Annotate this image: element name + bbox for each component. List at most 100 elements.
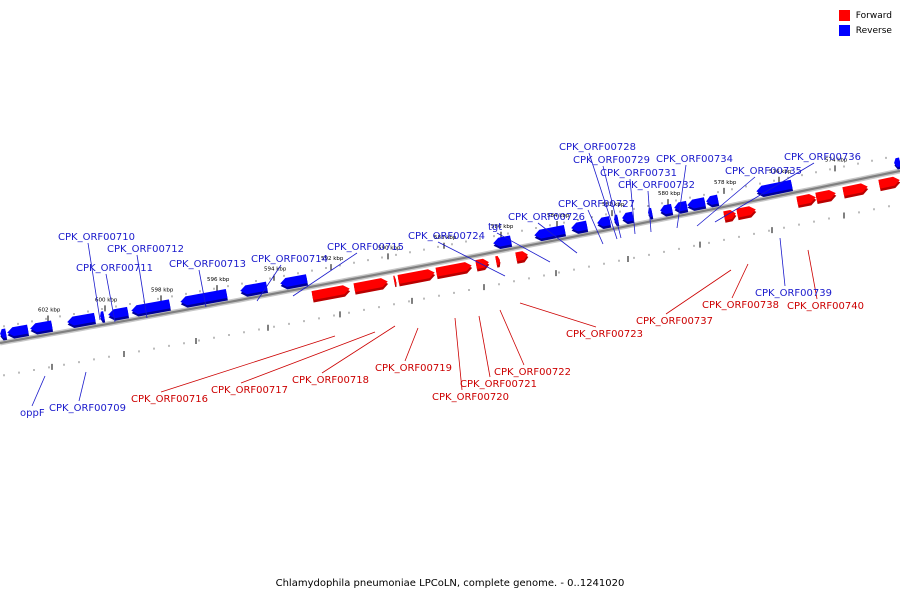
forward-gene-body: [353, 278, 388, 293]
reverse-leader-line: [629, 178, 636, 235]
reverse-leader-line: [198, 269, 207, 308]
legend-reverse-label: Reverse: [855, 25, 892, 36]
forward-gene-label: CPK_ORF00740: [787, 301, 864, 312]
reverse-gene-label: tgt: [488, 222, 502, 233]
forward-gene-label: CPK_ORF00721: [460, 379, 537, 390]
reverse-gene-body: [756, 179, 793, 195]
forward-gene-label: CPK_ORF00723: [566, 329, 643, 340]
reverse-gene-body: [30, 320, 53, 333]
reverse-leader-line: [78, 371, 87, 402]
forward-leader-line: [665, 269, 732, 315]
reverse-gene-label: CPK_ORF00731: [600, 168, 677, 179]
forward-leader-line: [731, 263, 749, 299]
reverse-gene-body: [571, 220, 588, 232]
forward-gene-label: CPK_ORF00720: [432, 392, 509, 403]
reverse-gene: [660, 203, 674, 217]
reverse-gene-body: [108, 306, 129, 319]
forward-gene-label: CPK_ORF00719: [375, 363, 452, 374]
forward-leader-line: [454, 317, 463, 391]
reverse-gene-body: [0, 328, 7, 339]
reverse-leader-line: [696, 176, 756, 227]
reverse-gene: [597, 216, 612, 229]
reverse-leader-line: [602, 165, 622, 239]
legend: Forward Reverse: [838, 8, 892, 38]
forward-gene: [311, 285, 351, 303]
forward-gene-body: [815, 189, 836, 202]
forward-gene-body: [842, 183, 868, 197]
forward-gene-label: CPK_ORF00722: [494, 367, 571, 378]
reverse-gene-body: [131, 299, 171, 315]
ruler-label: 600 kbp: [95, 297, 118, 303]
forward-gene-body: [878, 176, 900, 189]
forward-gene: [796, 194, 817, 208]
forward-gene-body: [311, 285, 350, 301]
reverse-leader-line: [437, 241, 506, 277]
reverse-swatch: [838, 25, 850, 36]
reverse-gene: [100, 311, 106, 323]
forward-gene: [815, 189, 837, 205]
reverse-gene: [67, 312, 97, 329]
reverse-leader-line: [779, 237, 786, 287]
reverse-gene-body: [597, 216, 611, 227]
ruler-label: 584 kbp: [547, 213, 570, 219]
reverse-gene-body: [660, 203, 673, 215]
forward-leader-line: [160, 335, 336, 393]
reverse-gene-label: CPK_ORF00739: [755, 288, 832, 299]
ruler-label: 582 kbp: [602, 202, 625, 208]
reverse-gene: [7, 324, 30, 339]
reverse-gene-label: CPK_ORF00734: [656, 154, 733, 165]
reverse-leader-line: [87, 242, 101, 321]
forward-gene-body: [435, 262, 472, 277]
ruler-label: 586 kbp: [491, 224, 514, 230]
reverse-gene-label: CPK_ORF00726: [508, 212, 585, 223]
reverse-gene-label: CPK_ORF00729: [573, 155, 650, 166]
forward-gene-body: [515, 251, 528, 262]
reverse-gene-body: [100, 311, 105, 321]
ruler-label: 580 kbp: [658, 191, 681, 197]
reverse-leader-line: [676, 164, 687, 229]
reverse-gene-label: CPK_ORF00732: [618, 180, 695, 191]
reverse-gene-body: [67, 312, 96, 326]
forward-leader-line: [404, 327, 419, 362]
reverse-leader-line: [256, 264, 282, 302]
reverse-gene-label: CPK_ORF00713: [169, 259, 246, 270]
ruler-label: 602 kbp: [38, 308, 61, 314]
forward-gene: [397, 269, 436, 287]
reverse-leader-line: [588, 152, 618, 240]
ruler-label: 590 kbp: [378, 245, 401, 251]
legend-forward-label: Forward: [855, 10, 892, 21]
reverse-gene: [894, 157, 900, 170]
forward-gene-body: [723, 210, 736, 221]
forward-leader-line: [240, 331, 376, 384]
reverse-gene: [30, 320, 54, 335]
reverse-gene-body: [240, 281, 268, 295]
reverse-leader-line: [105, 273, 116, 323]
forward-leader-line: [519, 302, 597, 328]
reverse-gene-label: CPK_ORF00736: [784, 152, 861, 163]
reverse-gene: [687, 197, 707, 211]
forward-leader-line: [478, 315, 491, 378]
reverse-gene-label: CPK_ORF00724: [408, 231, 485, 242]
forward-gene-label: CPK_ORF00716: [131, 394, 208, 405]
reverse-gene-label: CPK_ORF00714: [251, 254, 328, 265]
forward-leader-line: [321, 325, 396, 374]
reverse-leader-line: [136, 254, 148, 319]
forward-gene-body: [397, 269, 435, 284]
reverse-gene-body: [894, 157, 900, 168]
reverse-gene-body: [687, 197, 706, 209]
forward-gene: [515, 251, 529, 264]
forward-gene-body: [736, 206, 756, 218]
reverse-leader-line: [496, 232, 551, 263]
reverse-gene: [571, 220, 589, 234]
ruler-label: 574 kbp: [825, 157, 848, 163]
reverse-leader-line: [647, 190, 652, 233]
forward-gene-label: CPK_ORF00718: [292, 375, 369, 386]
reverse-gene: [131, 299, 171, 317]
forward-leader-line: [807, 249, 818, 300]
forward-swatch: [838, 10, 850, 21]
reverse-gene: [622, 211, 635, 225]
forward-gene: [435, 262, 473, 280]
forward-gene-body: [796, 194, 816, 206]
reverse-gene-label: CPK_ORF00728: [559, 142, 636, 153]
